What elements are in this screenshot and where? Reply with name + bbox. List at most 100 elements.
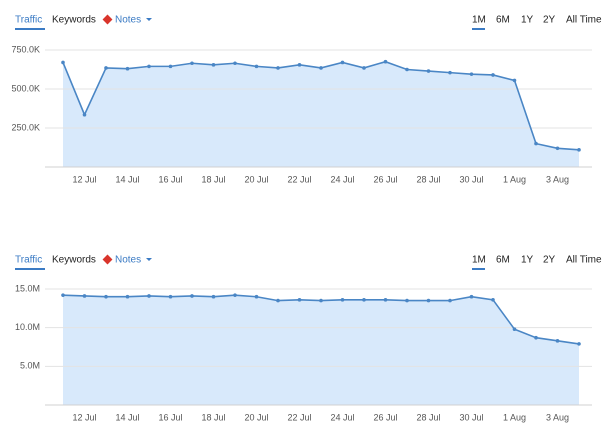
range-button[interactable]: All Time — [566, 15, 602, 26]
point — [61, 60, 65, 65]
x-tick-label: 18 Jul — [201, 174, 225, 184]
x-tick-label: 28 Jul — [416, 174, 440, 184]
y-tick-label: 750.0K — [11, 44, 40, 54]
point — [362, 66, 366, 70]
tab[interactable]: Keywords — [52, 15, 96, 26]
x-tick-label: 12 Jul — [72, 174, 96, 184]
point — [254, 64, 259, 69]
point — [211, 294, 216, 299]
notes-icon — [102, 254, 113, 265]
point — [491, 298, 495, 302]
point — [340, 298, 345, 302]
point — [147, 64, 151, 69]
x-tick-label: 14 Jul — [115, 412, 139, 422]
point — [577, 342, 581, 346]
range-button[interactable]: 1Y — [521, 255, 534, 266]
point — [233, 293, 237, 297]
x-tick-label: 24 Jul — [330, 412, 354, 422]
point — [512, 327, 517, 332]
x-tick-label: 3 Aug — [546, 412, 569, 422]
point — [577, 148, 581, 152]
point — [362, 298, 366, 302]
y-tick-label: 10.0M — [15, 322, 40, 332]
x-tick-label: 28 Jul — [416, 412, 440, 422]
point — [555, 146, 560, 151]
x-tick-label: 18 Jul — [201, 412, 225, 422]
area-fill — [63, 295, 579, 405]
point — [383, 59, 388, 64]
x-tick-label: 16 Jul — [158, 412, 182, 422]
range-button[interactable]: 1M — [472, 255, 486, 266]
range-button[interactable]: 1Y — [521, 15, 534, 26]
x-tick-label: 30 Jul — [459, 174, 483, 184]
point — [448, 298, 452, 303]
point — [276, 66, 280, 70]
point — [426, 298, 431, 303]
point — [491, 73, 495, 77]
area-fill — [63, 61, 579, 168]
tab[interactable]: Traffic — [15, 255, 42, 266]
y-tick-label: 15.0M — [15, 283, 40, 293]
point — [125, 294, 130, 299]
point — [512, 78, 517, 83]
x-tick-label: 16 Jul — [158, 174, 182, 184]
range-button[interactable]: 6M — [496, 255, 510, 266]
x-tick-label: 26 Jul — [373, 412, 397, 422]
y-tick-label: 250.0K — [11, 122, 40, 132]
point — [254, 294, 259, 299]
range-button[interactable]: 2Y — [543, 15, 556, 26]
range-button[interactable]: 2Y — [543, 255, 556, 266]
point — [190, 294, 194, 298]
x-tick-label: 30 Jul — [459, 412, 483, 422]
point — [125, 66, 130, 71]
point — [233, 61, 237, 66]
point — [276, 298, 280, 303]
y-tick-label: 5.0M — [20, 361, 40, 371]
point — [61, 293, 65, 297]
tab[interactable]: Notes — [115, 15, 141, 26]
point — [190, 61, 194, 66]
point — [297, 298, 302, 302]
dropdown-caret — [146, 18, 152, 21]
point — [469, 294, 474, 299]
point — [319, 298, 323, 303]
point — [211, 63, 216, 67]
point — [147, 294, 151, 298]
range-button[interactable]: 1M — [472, 15, 486, 26]
point — [104, 294, 108, 299]
point — [383, 298, 388, 302]
range-button[interactable]: All Time — [566, 255, 602, 266]
point — [82, 294, 87, 298]
y-tick-label: 500.0K — [11, 83, 40, 93]
point — [534, 141, 538, 146]
range-button[interactable]: 6M — [496, 15, 510, 26]
x-tick-label: 24 Jul — [330, 174, 354, 184]
point — [426, 69, 431, 73]
point — [469, 72, 474, 76]
x-tick-label: 1 Aug — [503, 412, 526, 422]
x-tick-label: 26 Jul — [373, 174, 397, 184]
dropdown-caret — [146, 258, 152, 261]
x-tick-label: 14 Jul — [115, 174, 139, 184]
tab[interactable]: Traffic — [15, 15, 42, 26]
x-tick-label: 22 Jul — [287, 174, 311, 184]
point — [104, 66, 108, 70]
x-tick-label: 20 Jul — [244, 174, 268, 184]
point — [297, 63, 302, 67]
tab[interactable]: Notes — [115, 255, 141, 266]
x-tick-label: 1 Aug — [503, 174, 526, 184]
x-tick-label: 3 Aug — [546, 174, 569, 184]
x-tick-label: 12 Jul — [72, 412, 96, 422]
tab[interactable]: Keywords — [52, 255, 96, 266]
point — [405, 67, 409, 72]
point — [340, 60, 345, 65]
point — [168, 64, 173, 69]
x-tick-label: 20 Jul — [244, 412, 268, 422]
point — [168, 294, 173, 299]
point — [448, 70, 452, 75]
point — [555, 339, 560, 343]
point — [319, 66, 323, 70]
x-tick-label: 22 Jul — [287, 412, 311, 422]
